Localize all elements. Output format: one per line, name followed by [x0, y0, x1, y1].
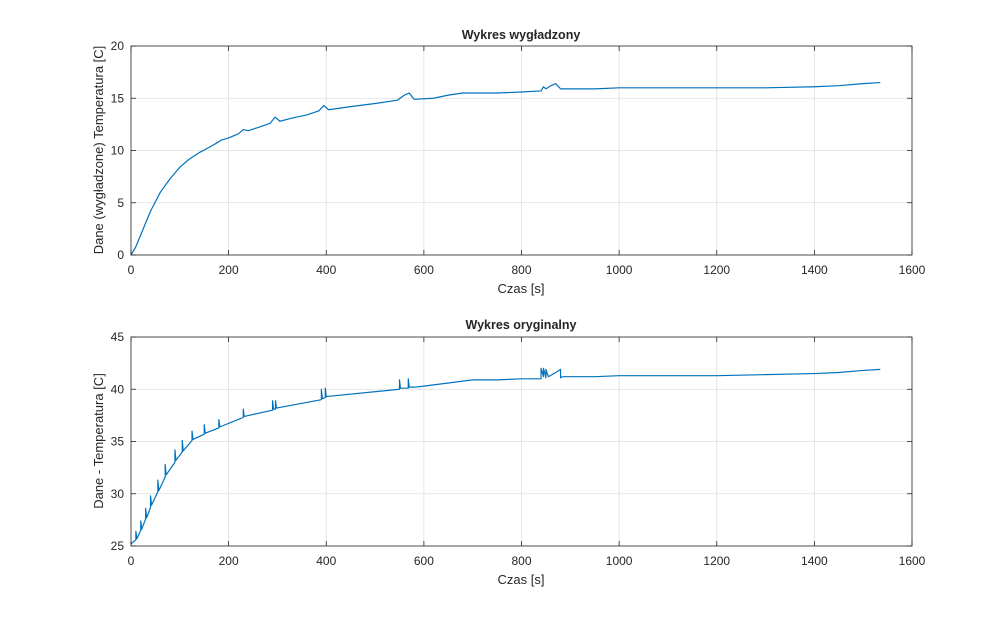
original-x-tick-label: 200 [219, 554, 239, 568]
smoothed-x-tick-label: 600 [414, 263, 434, 277]
original-y-axis-label: Dane - Temperatura [C] [91, 373, 106, 509]
original-chart-axes: 0 200 400 600 800 1000 1200 1400 16002530354045 … [91, 318, 926, 587]
original-data-line [130, 367, 881, 545]
smoothed-x-tick-label: 1200 [703, 263, 730, 277]
original-y-tick-label: 45 [111, 330, 125, 344]
smoothed-series [130, 81, 881, 256]
original-y-tick-label: 30 [111, 487, 125, 501]
original-ticks: 0 200 400 600 800 1000 1200 1400 1600 25 30 35 40 45 [111, 330, 926, 568]
original-chart-title: Wykres oryginalny [466, 318, 577, 332]
original-x-tick-label: 800 [511, 554, 531, 568]
smoothed-chart-title: Wykres wygładzony [462, 28, 581, 42]
original-series [130, 367, 881, 545]
original-x-tick-label: 0 [128, 554, 135, 568]
smoothed-x-tick-label: 1400 [801, 263, 828, 277]
smoothed-x-tick-label: 1000 [606, 263, 633, 277]
smoothed-y-tick-label: 10 [111, 144, 125, 158]
smoothed-ticks: 0 200 400 600 800 1000 1200 1400 1600 0 5 10 15 20 [111, 39, 926, 277]
smoothed-y-tick-label: 0 [117, 248, 124, 262]
smoothed-x-tick-label: 1600 [899, 263, 926, 277]
original-x-tick-label: 1200 [703, 554, 730, 568]
smoothed-x-tick-label: 400 [316, 263, 336, 277]
original-x-tick-label: 600 [414, 554, 434, 568]
smoothed-x-tick-label: 200 [219, 263, 239, 277]
original-y-tick-label: 35 [111, 435, 125, 449]
smoothed-x-axis-label: Czas [s] [498, 281, 545, 296]
original-x-axis-label: Czas [s] [498, 572, 545, 587]
original-y-tick-label: 25 [111, 539, 125, 553]
smoothed-y-axis-label: Dane (wygładzone) Temperatura [C] [91, 46, 106, 255]
original-x-tick-label: 400 [316, 554, 336, 568]
original-x-tick-label: 1600 [899, 554, 926, 568]
smoothed-y-tick-label: 20 [111, 39, 125, 53]
smoothed-y-tick-label: 15 [111, 91, 125, 105]
original-x-tick-label: 1000 [606, 554, 633, 568]
smoothed-y-tick-label: 5 [117, 196, 124, 210]
original-y-tick-label: 40 [111, 382, 125, 396]
smoothed-chart-axes: 0 200 400 600 800 1000 1200 1400 1600 0 5 10 15 20 Wy… [91, 28, 926, 296]
smoothed-data-line [130, 81, 881, 256]
smoothed-grid [130, 45, 913, 256]
smoothed-x-tick-label: 0 [128, 263, 135, 277]
smoothed-x-tick-label: 800 [511, 263, 531, 277]
original-x-tick-label: 1400 [801, 554, 828, 568]
